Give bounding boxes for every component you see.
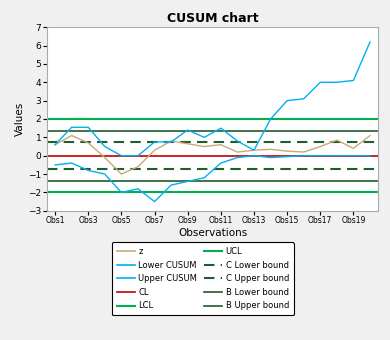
- Y-axis label: Values: Values: [15, 102, 25, 136]
- X-axis label: Observations: Observations: [178, 228, 247, 238]
- Legend: z, Lower CUSUM, Upper CUSUM, CL, LCL, UCL, C Lower bound, C Upper bound, B Lower: z, Lower CUSUM, Upper CUSUM, CL, LCL, UC…: [112, 242, 294, 316]
- Title: CUSUM chart: CUSUM chart: [167, 12, 258, 24]
